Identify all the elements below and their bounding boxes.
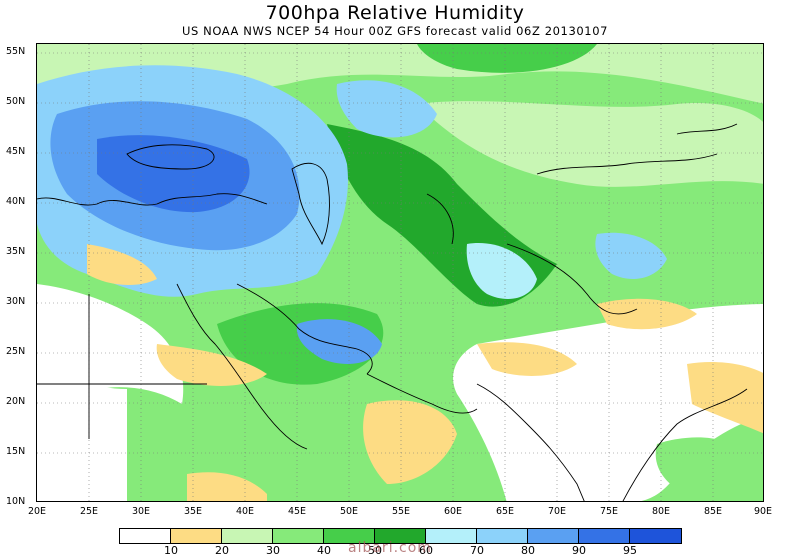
lat-label-25: 25N	[6, 346, 26, 357]
lon-label-80: 80E	[651, 506, 671, 517]
lon-label-75: 75E	[599, 506, 619, 517]
lon-label-85: 85E	[703, 506, 723, 517]
field-dry-east-india	[687, 362, 763, 434]
lat-label-45: 45N	[6, 146, 26, 157]
field-moist-bay-of-bengal	[655, 437, 747, 491]
field-dry-levant	[87, 244, 157, 286]
humidity-colorbar	[119, 528, 682, 544]
field-dry-egypt	[37, 284, 184, 404]
lon-label-35: 35E	[183, 506, 203, 517]
lon-label-25: 25E	[79, 506, 99, 517]
colorbar-cell-0	[120, 529, 171, 543]
colorbar-cell-10	[630, 529, 681, 543]
colorbar-cell-6	[426, 529, 477, 543]
field-wet-iran	[466, 243, 537, 299]
lon-label-90: 90E	[753, 506, 773, 517]
field-dry-northwest-india	[597, 298, 697, 330]
lon-label-30: 30E	[131, 506, 151, 517]
lat-label-10: 10N	[6, 496, 26, 507]
humidity-field	[37, 44, 763, 501]
colorbar-cell-9	[579, 529, 630, 543]
map-title: 700hpa Relative Humidity	[265, 2, 525, 24]
field-wet-caspian-north	[336, 80, 437, 138]
lat-label-55: 55N	[6, 46, 26, 57]
colorbar-cell-4	[324, 529, 375, 543]
colorbar-label-40: 40	[317, 544, 331, 557]
field-dry-sahara	[37, 364, 127, 501]
field-band-central-asia	[417, 101, 763, 187]
lat-label-30: 30N	[6, 296, 26, 307]
map-subtitle: US NOAA NWS NCEP 54 Hour 00Z GFS forecas…	[181, 24, 609, 38]
lon-label-70: 70E	[547, 506, 567, 517]
lon-label-65: 65E	[495, 506, 515, 517]
lon-label-55: 55E	[391, 506, 411, 517]
colorbar-label-70: 70	[470, 544, 484, 557]
watermark: albari.com	[348, 540, 432, 556]
colorbar-cell-1	[171, 529, 222, 543]
lon-label-50: 50E	[339, 506, 359, 517]
colorbar-label-10: 10	[164, 544, 178, 557]
coastlines	[37, 123, 748, 501]
field-dry-red-sea	[156, 344, 267, 386]
colorbar-cell-5	[375, 529, 426, 543]
colorbar-label-20: 20	[215, 544, 229, 557]
lat-label-50: 50N	[6, 96, 26, 107]
field-dry-pakistan	[477, 342, 577, 376]
colorbar-cell-2	[222, 529, 273, 543]
field-moist-north	[417, 44, 597, 73]
lon-label-45: 45E	[287, 506, 307, 517]
lat-label-40: 40N	[6, 196, 26, 207]
lon-label-20: 20E	[27, 506, 47, 517]
lat-label-20: 20N	[6, 396, 26, 407]
colorbar-label-30: 30	[266, 544, 280, 557]
colorbar-label-80: 80	[521, 544, 535, 557]
lon-label-60: 60E	[443, 506, 463, 517]
colorbar-label-90: 90	[572, 544, 586, 557]
lat-label-35: 35N	[6, 246, 26, 257]
colorbar-label-50: 50	[368, 544, 382, 557]
field-dry-horn	[187, 472, 267, 501]
colorbar-cell-7	[477, 529, 528, 543]
lon-label-40: 40E	[235, 506, 255, 517]
lat-label-15: 15N	[6, 446, 26, 457]
field-wet-core	[97, 135, 250, 213]
colorbar-label-95: 95	[623, 544, 637, 557]
colorbar-label-60: 60	[419, 544, 433, 557]
graticule	[37, 44, 763, 501]
colorbar-cell-8	[528, 529, 579, 543]
colorbar-cell-3	[273, 529, 324, 543]
humidity-map	[36, 43, 764, 502]
field-wet-gulf	[296, 319, 382, 364]
field-wet-himalaya	[595, 232, 667, 279]
field-dry-arabian-sea	[363, 400, 457, 484]
